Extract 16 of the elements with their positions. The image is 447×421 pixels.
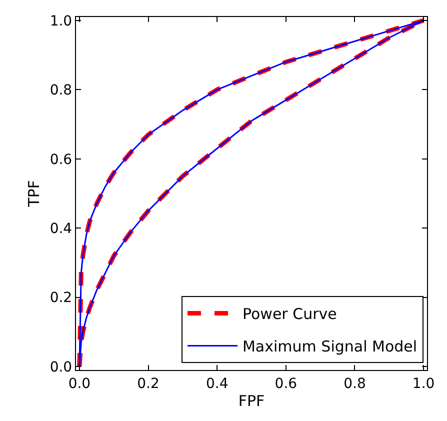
y-axis-title: TPF: [25, 180, 44, 208]
y-tick-label: 0.8: [50, 82, 72, 99]
x-axis-title: FPF: [238, 392, 265, 410]
y-tick-label: 0.6: [50, 152, 72, 168]
legend-label: Maximum Signal Model: [242, 338, 418, 356]
y-tick-label: 0.0: [50, 359, 72, 376]
y-tick-label: 0.2: [50, 290, 72, 306]
x-tick-label: 1.0: [412, 376, 435, 392]
x-tick-label: 0.8: [344, 376, 366, 392]
x-tick-label: 0.6: [274, 376, 298, 392]
x-tick-label: 0.2: [137, 376, 160, 392]
x-tick-label: 0.0: [68, 376, 91, 392]
legend-label: Power Curve: [242, 305, 337, 324]
x-tick-label: 0.4: [206, 376, 228, 392]
y-tick-label: 1.0: [50, 13, 72, 30]
y-tick-label: 0.4: [50, 221, 72, 238]
